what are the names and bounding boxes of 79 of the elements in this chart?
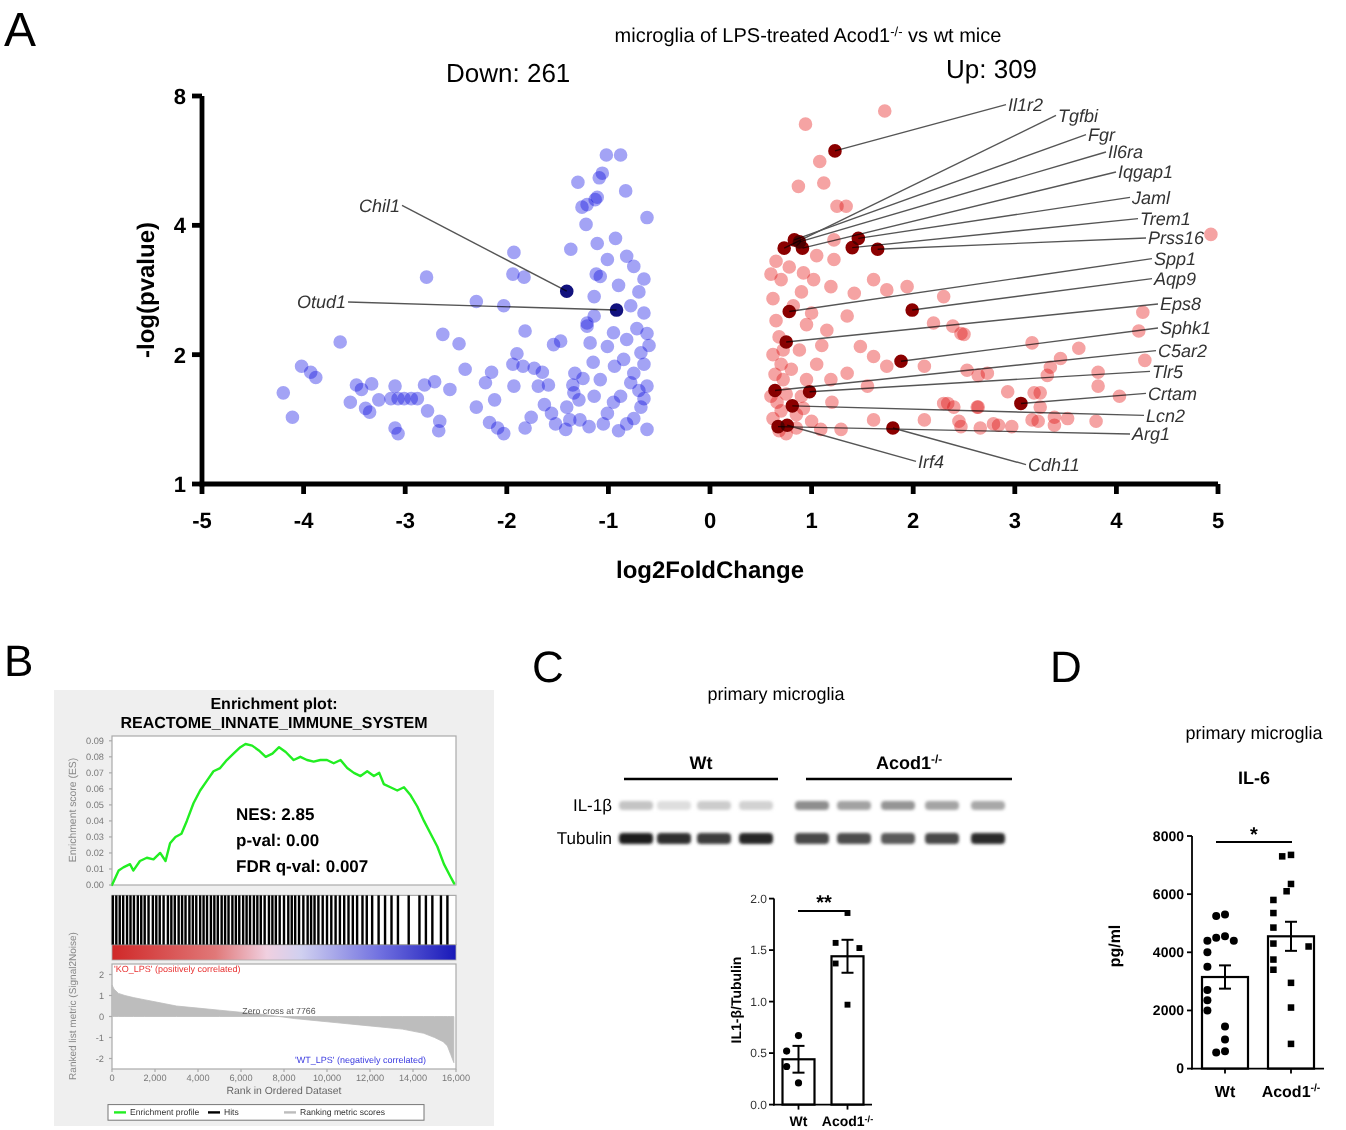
annotation: Lcn2 xyxy=(1146,405,1186,426)
point xyxy=(780,418,795,433)
chart-title: Enrichment plot: REACTOME_INNATE_IMMUNE_SYSTEM xyxy=(120,695,429,732)
x-axis-title: log2FoldChange xyxy=(616,556,805,584)
x-tick-label: 5 xyxy=(1211,510,1225,534)
annotation: Tgfbi xyxy=(1058,105,1101,126)
chart-subtitle: IL-6 xyxy=(1237,768,1271,788)
annotation: Il6ra xyxy=(1108,142,1144,163)
annotation: C5ar2 xyxy=(1158,341,1208,361)
annotation: Chil1 xyxy=(358,195,400,216)
x-tick-label: -1 xyxy=(598,510,619,534)
text: Wt xyxy=(689,753,713,773)
text: Acod1$^{-/-}$ xyxy=(875,753,943,773)
x-tick-label: 4 xyxy=(1110,510,1125,534)
annotation: p-val: 0.00 xyxy=(236,830,320,850)
chart-title: primary microglia xyxy=(1185,723,1323,743)
x-tick-label: 0 xyxy=(703,510,717,534)
text: B xyxy=(4,636,34,686)
text: D xyxy=(1050,642,1082,692)
annotation: Arg1 xyxy=(1130,424,1171,445)
x-tick-label: -2 xyxy=(497,510,517,534)
x-tick-label: -4 xyxy=(293,510,316,534)
text: Up: 309 xyxy=(946,54,1038,84)
point xyxy=(845,240,860,255)
annotation: Spp1 xyxy=(1154,249,1197,269)
annotation: Aqp9 xyxy=(1152,269,1197,289)
line-series xyxy=(110,742,456,887)
annotation: Trem1 xyxy=(1140,209,1191,229)
annotation: Cdh11 xyxy=(1028,455,1080,475)
text: Down: 261 xyxy=(446,58,571,88)
point xyxy=(768,383,782,398)
chart-title: primary microglia xyxy=(707,684,845,704)
y-axis-title: pg/ml xyxy=(1106,924,1124,968)
annotation: FDR q-val: 0.007 xyxy=(236,856,369,876)
x-tick-label: Acod1$^{-/-}$ xyxy=(1261,1083,1321,1101)
x-tick-label: 1 xyxy=(805,510,818,534)
point xyxy=(779,335,793,349)
y-tick-label: 8 xyxy=(173,86,186,110)
point xyxy=(777,241,791,255)
x-tick-label: -5 xyxy=(192,510,212,534)
y-tick-label: 2 xyxy=(173,344,186,369)
point xyxy=(828,144,842,158)
point xyxy=(609,303,624,317)
point xyxy=(795,241,810,255)
annotation: Il1r2 xyxy=(1008,95,1044,115)
point xyxy=(870,242,885,256)
point xyxy=(802,384,817,399)
point xyxy=(559,284,574,299)
y-tick-label: 1 xyxy=(173,474,186,498)
point xyxy=(785,399,800,413)
y-axis-title: -log(pvalue) xyxy=(132,222,160,358)
text: A xyxy=(4,4,37,58)
annotation: Sphk1 xyxy=(1160,318,1212,339)
point xyxy=(886,421,900,435)
y-tick-label: 4 xyxy=(173,215,188,240)
x-tick-label: Wt xyxy=(1214,1083,1236,1101)
chart-title: microglia of LPS-treated Acod1$^{-/-}$ vs wt mice xyxy=(614,25,1003,48)
x-tick-label: 3 xyxy=(1008,510,1021,534)
point xyxy=(905,303,919,317)
annotation: Iqgap1 xyxy=(1118,162,1174,183)
text: C xyxy=(532,642,564,692)
annotation: Prss16 xyxy=(1148,228,1205,249)
text: IL-1β xyxy=(572,795,613,815)
annotation: Irf4 xyxy=(918,451,945,472)
text: Tubulin xyxy=(556,828,613,848)
annotation: Jaml xyxy=(1130,187,1172,208)
annotation: NES: 2.85 xyxy=(236,804,315,824)
annotation: ** xyxy=(816,893,832,915)
annotation: Fgr xyxy=(1088,125,1118,145)
annotation: Otud1 xyxy=(296,292,346,313)
annotation: Eps8 xyxy=(1160,294,1202,315)
point xyxy=(782,304,797,319)
x-tick-label: -3 xyxy=(395,510,415,534)
annotation: Crtam xyxy=(1148,383,1198,404)
annotation: Tlr5 xyxy=(1152,361,1185,382)
point xyxy=(894,354,908,369)
point xyxy=(1014,396,1028,411)
annotation: * xyxy=(1250,825,1259,847)
x-tick-label: 2 xyxy=(907,510,920,534)
